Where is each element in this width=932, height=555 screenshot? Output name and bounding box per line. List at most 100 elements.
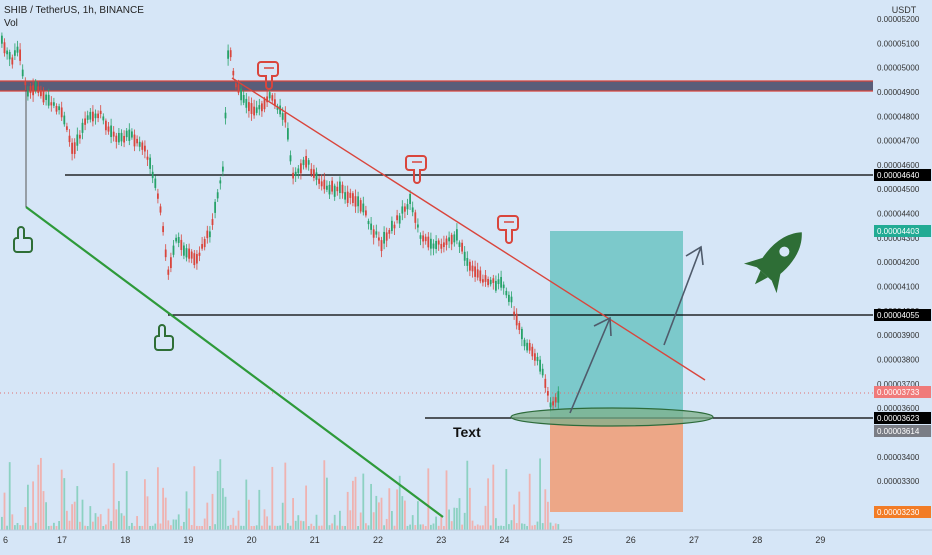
candle-body [500, 276, 502, 288]
candle-body [461, 242, 463, 252]
candle-body [323, 179, 326, 190]
candle-body [29, 86, 32, 94]
volume-bar [253, 525, 255, 530]
volume-bar [79, 521, 81, 530]
projection-arrow-2[interactable] [663, 245, 704, 346]
volume-bar [34, 522, 37, 530]
candle-body [435, 240, 437, 250]
volume-bar [144, 479, 146, 530]
resistance-zone[interactable] [0, 80, 873, 92]
candle-body [385, 232, 388, 241]
candle-body [164, 249, 167, 258]
candle-body [235, 83, 237, 88]
candle-body [339, 181, 341, 194]
volume-bar [515, 523, 518, 530]
volume-bar [489, 525, 492, 530]
candle-body [315, 172, 318, 180]
candle-body [528, 342, 531, 351]
candle-body [331, 180, 333, 192]
candle-body [151, 171, 154, 179]
volume-bar [180, 525, 183, 530]
volume-bar [372, 512, 375, 530]
volume-bar [198, 525, 201, 530]
price-axis-panel[interactable] [873, 0, 932, 530]
volume-bar [287, 523, 289, 530]
volume-bar [263, 509, 266, 530]
candle-body [50, 102, 53, 106]
candle-body [443, 242, 445, 248]
candle-body [313, 169, 315, 178]
candle-body [362, 203, 365, 213]
candle-body [378, 237, 380, 241]
price-label-level_mid [874, 309, 931, 321]
candle-body [141, 142, 144, 150]
candle-body [310, 168, 313, 175]
projection-arrow-1[interactable] [569, 316, 612, 414]
candle-body [63, 115, 66, 125]
volume-bar [68, 520, 71, 530]
volume-bar [203, 518, 206, 530]
candle-body [549, 402, 552, 408]
target-zone[interactable] [550, 231, 683, 419]
volume-bar [209, 525, 211, 530]
volume-bar [237, 510, 240, 530]
volume-bar [383, 525, 385, 530]
position-zones [550, 231, 683, 512]
candle-body [271, 95, 274, 101]
volume-bar [11, 514, 14, 530]
volume-bar [404, 500, 406, 530]
candle-body [419, 235, 422, 239]
candle-body [536, 356, 539, 362]
volume-bar [409, 524, 411, 530]
candle-body [430, 238, 432, 249]
volume-bar [463, 512, 466, 530]
candle-body [357, 196, 359, 207]
channel-support-line[interactable] [25, 206, 444, 518]
candle-body [175, 237, 177, 242]
candle-body [497, 279, 500, 285]
volume-bar [367, 525, 370, 530]
candle-body [58, 106, 60, 111]
time-tick-label: 22 [373, 535, 383, 545]
volume-bar [380, 497, 383, 530]
volume-bar [393, 525, 396, 530]
downtrend-line[interactable] [231, 77, 706, 381]
volume-bar [196, 525, 198, 530]
volume-bar [66, 510, 68, 530]
volume-bar [141, 525, 144, 530]
candle-body [255, 107, 258, 113]
text-annotation[interactable]: Text [453, 424, 481, 440]
candle-body [289, 155, 292, 162]
time-axis-panel[interactable] [0, 530, 932, 550]
volume-bar [414, 525, 417, 530]
candle-body [68, 135, 71, 143]
candle-body [513, 311, 515, 315]
volume-bar [201, 525, 203, 530]
candle-body [276, 106, 279, 110]
candle-body [180, 239, 183, 251]
candle-body [198, 252, 201, 256]
candle-body [453, 234, 456, 243]
volume-bar [73, 501, 76, 530]
support-ellipse[interactable] [510, 407, 714, 427]
candle-body [32, 85, 34, 96]
price-label-text-current: 0.00003733 [877, 388, 920, 397]
volume-bar [222, 488, 224, 530]
candle-body [393, 224, 396, 229]
candle-body [411, 207, 414, 213]
price-label-entry [874, 425, 931, 437]
candle-body [177, 237, 180, 243]
price-label-text-entry: 0.00003614 [877, 427, 920, 436]
volume-bar [32, 481, 34, 530]
stop-zone[interactable] [550, 419, 683, 512]
candle-body [292, 172, 294, 179]
volume-bar [60, 469, 63, 530]
candle-body [60, 107, 63, 118]
candle-body [201, 244, 203, 249]
candle-body [367, 220, 370, 225]
candle-body [375, 231, 378, 235]
price-tick-label: 0.00003800 [877, 355, 920, 364]
volume-bar [206, 502, 209, 530]
